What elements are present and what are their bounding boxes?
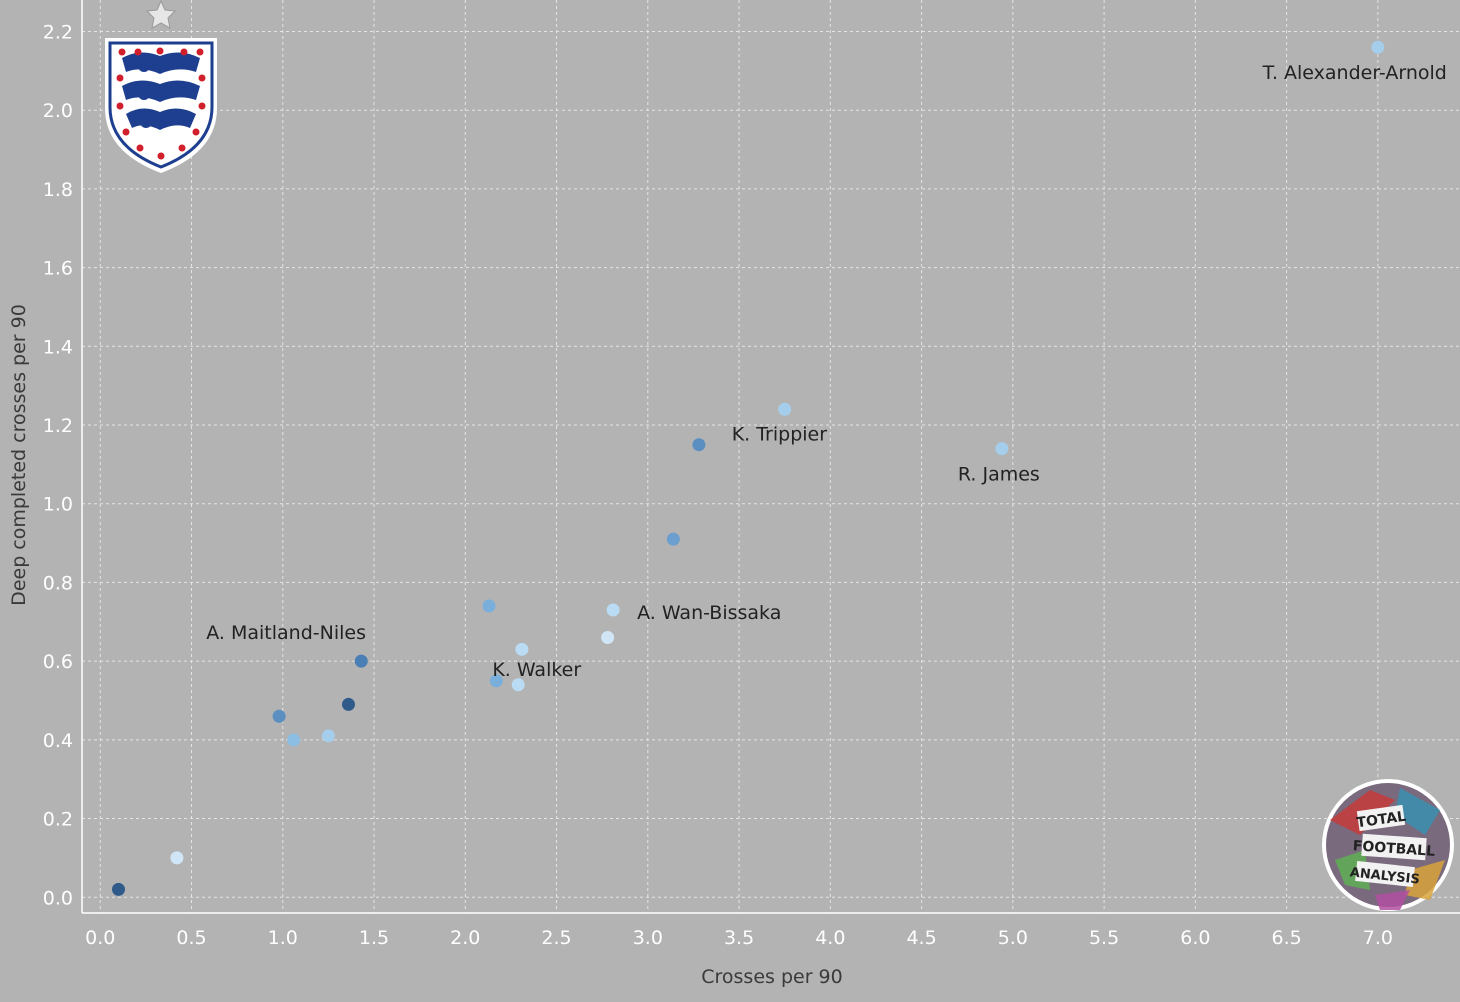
y-tick-label: 1.0 [43, 494, 73, 516]
total-football-analysis-logo: TOTAL FOOTBALL ANALYSIS [1322, 779, 1454, 911]
data-point [341, 697, 355, 711]
axes [81, 0, 1460, 914]
watermark-text-2: FOOTBALL [1352, 838, 1435, 860]
data-point [995, 442, 1009, 456]
x-tick-label: 4.0 [815, 927, 845, 949]
point-label: K. Trippier [732, 423, 828, 445]
x-tick-label: 6.5 [1271, 927, 1301, 949]
x-tick-label: 3.5 [724, 927, 754, 949]
point-label: R. James [958, 464, 1040, 486]
data-point [489, 674, 503, 688]
data-point [511, 678, 525, 692]
x-tick-label: 2.0 [450, 927, 480, 949]
data-point [692, 438, 706, 452]
point-label: A. Maitland-Niles [206, 622, 366, 644]
data-point [606, 603, 620, 617]
data-point [287, 733, 301, 747]
y-tick-label: 0.2 [43, 809, 73, 831]
y-tick-label: 0.0 [43, 887, 73, 909]
data-points [112, 40, 1385, 896]
x-tick-label: 3.0 [633, 927, 663, 949]
x-axis-title: Crosses per 90 [701, 966, 843, 988]
watermark-text-1: TOTAL [1356, 809, 1407, 832]
point-labels: A. Maitland-Niles K. Walker A. Wan-Bissaka… [206, 62, 1447, 681]
data-point [778, 402, 792, 416]
y-tick-label: 1.2 [43, 415, 73, 437]
england-crest-logo [105, 0, 217, 173]
data-point [482, 599, 496, 613]
point-label: A. Wan-Bissaka [637, 602, 781, 624]
y-tick-label: 2.0 [43, 100, 73, 122]
gridlines [82, 0, 1460, 913]
tick-labels: 0.0 0.5 1.0 1.5 2.0 2.5 3.0 3.5 4.0 4.5 5.0 5.5 6.0 6… [43, 21, 1393, 949]
data-point [515, 642, 529, 656]
data-point [666, 532, 680, 546]
x-tick-label: 1.0 [268, 927, 298, 949]
star-icon [145, 0, 177, 29]
data-point [272, 709, 286, 723]
data-point [601, 631, 615, 645]
x-tick-label: 0.5 [176, 927, 206, 949]
y-tick-label: 0.8 [43, 572, 73, 594]
x-tick-label: 2.5 [541, 927, 571, 949]
data-point [354, 654, 368, 668]
x-tick-label: 4.5 [906, 927, 936, 949]
y-tick-label: 0.4 [43, 730, 73, 752]
y-tick-label: 1.4 [43, 336, 73, 358]
point-label: T. Alexander-Arnold [1262, 62, 1447, 84]
watermark-text-3: ANALYSIS [1349, 865, 1420, 887]
data-point [321, 729, 335, 743]
y-tick-label: 1.8 [43, 179, 73, 201]
data-point [170, 851, 184, 865]
x-tick-label: 7.0 [1363, 927, 1393, 949]
rose-icons [116, 47, 206, 160]
x-tick-label: 0.0 [85, 927, 115, 949]
x-tick-label: 6.0 [1180, 927, 1210, 949]
point-label: K. Walker [492, 659, 581, 681]
lion-icons [122, 52, 200, 130]
y-tick-label: 0.6 [43, 651, 73, 673]
x-tick-label: 5.0 [998, 927, 1028, 949]
y-tick-label: 1.6 [43, 258, 73, 280]
y-tick-label: 2.2 [43, 21, 73, 43]
x-tick-label: 1.5 [359, 927, 389, 949]
data-point [112, 882, 126, 896]
data-point [1371, 40, 1385, 54]
y-axis-title: Deep completed crosses per 90 [8, 304, 30, 606]
x-tick-label: 5.5 [1089, 927, 1119, 949]
